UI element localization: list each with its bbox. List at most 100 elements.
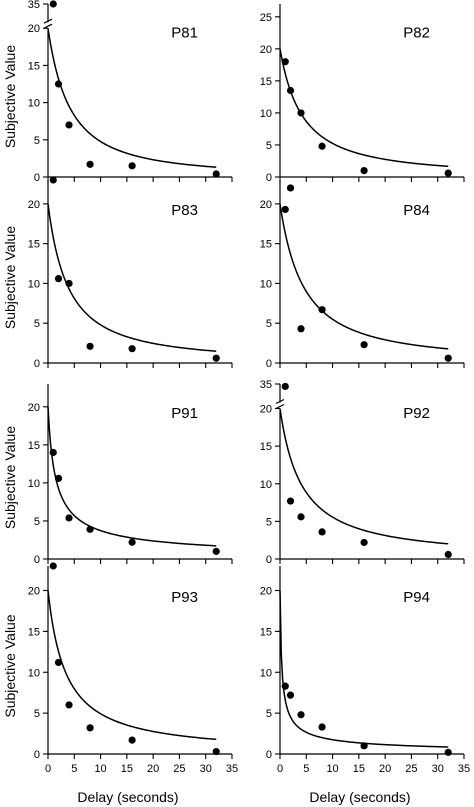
x-tick-label: 15: [121, 763, 133, 775]
y-tick-label: 0: [34, 358, 40, 370]
data-point: [128, 345, 136, 353]
data-point: [65, 701, 73, 709]
x-tick-label: 35: [458, 763, 470, 775]
y-tick-label: 5: [34, 708, 40, 720]
data-point: [318, 528, 326, 536]
axis-break-mark: [43, 18, 53, 24]
x-axis-title: Delay (seconds): [309, 789, 410, 805]
data-point: [318, 723, 326, 731]
panel-label: P82: [403, 24, 430, 41]
data-point: [49, 562, 57, 570]
x-tick-label: 25: [173, 763, 185, 775]
y-tick-label: 15: [28, 60, 40, 72]
x-tick-label: 20: [379, 763, 391, 775]
y-tick-label: 20: [28, 586, 40, 598]
y-tick-label: 15: [28, 239, 40, 251]
x-tick-label: 5: [303, 763, 309, 775]
y-tick-label: 20: [260, 199, 272, 211]
y-tick-label: 5: [266, 140, 272, 152]
y-axis-title: Subjective Value: [2, 426, 18, 529]
panel-p84: 0 5 10 15 20 P84: [260, 180, 465, 370]
panel-label: P91: [171, 405, 198, 422]
y-tick-label: 10: [260, 108, 272, 120]
fit-curve: [47, 203, 217, 352]
data-point: [49, 448, 57, 457]
fit-curve: [279, 48, 449, 168]
data-point: [212, 170, 220, 178]
y-tick-label: 15: [260, 441, 272, 453]
y-tick-label: 20: [260, 404, 272, 416]
data-point: [286, 184, 295, 192]
data-point: [297, 513, 305, 521]
y-tick-label: 15: [260, 626, 272, 638]
panel-label: P83: [171, 202, 198, 219]
y-tick-label: 15: [28, 626, 40, 638]
data-point: [128, 162, 136, 170]
y-axis-title: Subjective Value: [2, 226, 18, 329]
panel-label: P84: [403, 202, 430, 219]
data-point: [86, 724, 94, 732]
y-tick-label: 5: [266, 318, 272, 330]
y-axis-title: Subjective Value: [2, 614, 18, 717]
data-point: [49, 0, 57, 8]
data-point: [212, 547, 220, 555]
data-point: [86, 342, 94, 350]
data-point: [281, 682, 289, 690]
x-tick-label: 30: [432, 763, 444, 775]
data-point: [444, 748, 452, 756]
y-tick-label: 0: [266, 172, 272, 184]
y-tick-label: 20: [28, 402, 40, 414]
y-tick-label: 0: [34, 749, 40, 761]
y-tick-label: 5: [34, 135, 40, 147]
panel-p92: 0 5 10 15 20 35 P92: [260, 379, 465, 566]
x-axis-title: Delay (seconds): [77, 789, 178, 805]
panel-p94: 0 5 10 15 20 0 5 10 15 20 25 30 35 P94 Delay (seconds): [260, 566, 470, 805]
data-point: [54, 275, 63, 283]
y-tick-label: 35: [260, 379, 272, 391]
fit-curve: [279, 203, 449, 350]
x-tick-label: 20: [147, 763, 159, 775]
y-tick-label: 15: [28, 440, 40, 452]
data-point: [65, 514, 73, 522]
y-tick-label: 0: [34, 554, 40, 566]
data-point: [212, 747, 220, 756]
data-point: [86, 525, 94, 533]
y-axis-title: Subjective Value: [2, 45, 18, 148]
data-point: [281, 205, 289, 214]
data-point: [286, 691, 295, 699]
data-point: [281, 58, 289, 66]
x-tick-label: 25: [405, 763, 417, 775]
data-point: [297, 711, 305, 719]
data-point: [297, 109, 305, 117]
x-tick-label: 35: [226, 763, 238, 775]
y-tick-label: 0: [266, 749, 272, 761]
data-point: [128, 538, 136, 546]
data-point: [286, 86, 295, 95]
fit-curve: [279, 408, 449, 545]
y-tick-label: 15: [260, 76, 272, 88]
data-point: [212, 354, 220, 362]
fit-curve: [47, 406, 217, 547]
x-tick-label: 0: [277, 763, 283, 775]
panel-p83: 0 5 10 15 20 P83 Subjective Value: [2, 176, 233, 370]
axis-break-mark: [275, 398, 285, 405]
y-tick-label: 10: [260, 667, 272, 679]
data-point: [65, 279, 73, 288]
data-point: [444, 354, 452, 362]
y-tick-label: 5: [34, 318, 40, 330]
y-tick-label: 5: [34, 516, 40, 528]
data-point: [297, 325, 305, 333]
axis-break-mark: [275, 403, 285, 410]
y-tick-label: 10: [28, 98, 40, 110]
panel-label: P92: [403, 405, 430, 422]
y-tick-label: 5: [266, 516, 272, 528]
y-tick-label: 5: [266, 708, 272, 720]
panel-p91: 0 5 10 15 20 P91 Subjective Value: [2, 384, 233, 566]
data-point: [360, 538, 368, 547]
data-point: [360, 166, 368, 175]
data-point: [360, 742, 368, 750]
x-tick-label: 0: [45, 763, 51, 775]
data-point: [281, 382, 289, 391]
data-point: [54, 80, 63, 88]
